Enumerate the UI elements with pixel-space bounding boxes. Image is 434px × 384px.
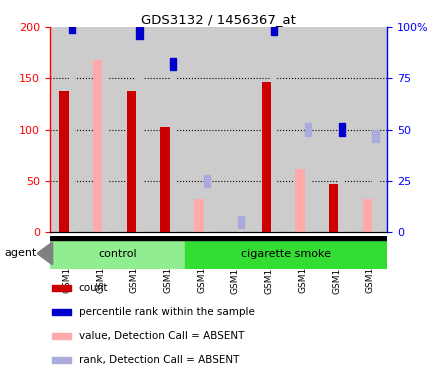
Bar [338,129,344,232]
Bar [204,175,210,187]
Bar [93,60,102,232]
Bar [102,23,108,232]
Bar [50,236,386,240]
Bar [194,199,203,232]
Bar [59,91,69,232]
Bar [204,187,210,232]
Bar [117,27,151,232]
Text: rank, Detection Call = ABSENT: rank, Detection Call = ABSENT [79,355,238,365]
Bar [237,216,243,228]
Bar [52,285,71,291]
Bar [69,21,75,33]
Bar [50,27,83,232]
Bar [372,130,378,142]
Bar [136,33,142,232]
Bar [50,240,184,269]
Text: agent: agent [4,248,36,258]
Bar [52,309,71,315]
Bar [286,27,319,232]
Bar [69,27,75,232]
Title: GDS3132 / 1456367_at: GDS3132 / 1456367_at [141,13,296,26]
Bar [237,222,243,232]
Bar [84,27,117,232]
Bar [338,123,344,136]
Bar [319,27,353,232]
Bar [126,91,136,232]
Bar [170,70,176,232]
Text: count: count [79,283,108,293]
Bar [304,123,310,136]
Bar [271,23,277,35]
Bar [295,169,304,232]
Bar [353,27,386,232]
Bar [237,228,243,232]
Bar [52,333,71,339]
Bar [52,357,71,363]
Bar [372,136,378,232]
Bar [261,82,270,232]
Bar [304,136,310,232]
Text: cigarette smoke: cigarette smoke [240,250,330,260]
Text: percentile rank within the sample: percentile rank within the sample [79,307,254,317]
Bar [69,33,75,232]
Bar [102,10,108,23]
Bar [184,27,218,232]
Polygon shape [37,242,53,265]
Bar [160,126,170,232]
Bar [204,181,210,232]
Bar [151,27,184,232]
Bar [328,184,338,232]
Bar [271,35,277,232]
Bar [338,136,344,232]
Bar [102,17,108,232]
Bar [362,199,372,232]
Bar [170,58,176,70]
Bar [304,129,310,232]
Bar [184,240,386,269]
Bar [271,29,277,232]
Bar [136,27,142,39]
Bar [170,64,176,232]
Text: control: control [98,250,136,260]
Bar [372,142,378,232]
Bar [252,27,286,232]
Bar [136,39,142,232]
Bar [218,27,252,232]
Text: value, Detection Call = ABSENT: value, Detection Call = ABSENT [79,331,243,341]
